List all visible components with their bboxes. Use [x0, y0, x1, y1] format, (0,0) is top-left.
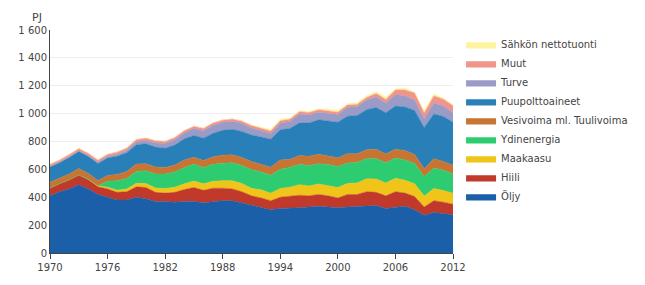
- svg-text:1988: 1988: [210, 262, 235, 273]
- svg-text:800: 800: [28, 136, 47, 147]
- svg-text:1 600: 1 600: [18, 25, 47, 36]
- svg-text:Turve: Turve: [500, 77, 528, 88]
- svg-text:PJ: PJ: [32, 11, 42, 24]
- svg-text:1982: 1982: [152, 262, 177, 273]
- svg-text:Ydinenergia: Ydinenergia: [500, 134, 560, 145]
- svg-text:Vesivoima ml. Tuulivoima: Vesivoima ml. Tuulivoima: [501, 115, 627, 126]
- svg-text:1976: 1976: [95, 262, 120, 273]
- svg-text:2012: 2012: [440, 262, 465, 273]
- svg-text:Muut: Muut: [501, 58, 526, 69]
- svg-text:1994: 1994: [268, 262, 293, 273]
- svg-text:0: 0: [41, 248, 47, 259]
- svg-text:1 400: 1 400: [18, 52, 47, 63]
- svg-text:Öljy: Öljy: [501, 190, 520, 202]
- svg-text:Puupolttoaineet: Puupolttoaineet: [501, 96, 580, 107]
- svg-text:Sähkön nettotuonti: Sähkön nettotuonti: [501, 39, 597, 50]
- svg-text:1 200: 1 200: [18, 80, 47, 91]
- svg-text:200: 200: [28, 220, 47, 231]
- svg-text:2006: 2006: [383, 262, 408, 273]
- svg-text:400: 400: [28, 192, 47, 203]
- svg-text:1 000: 1 000: [18, 108, 47, 119]
- svg-text:2000: 2000: [325, 262, 350, 273]
- svg-text:Maakaasu: Maakaasu: [501, 153, 551, 164]
- svg-text:600: 600: [28, 164, 47, 175]
- svg-text:1970: 1970: [37, 262, 62, 273]
- svg-text:Hiili: Hiili: [501, 172, 520, 183]
